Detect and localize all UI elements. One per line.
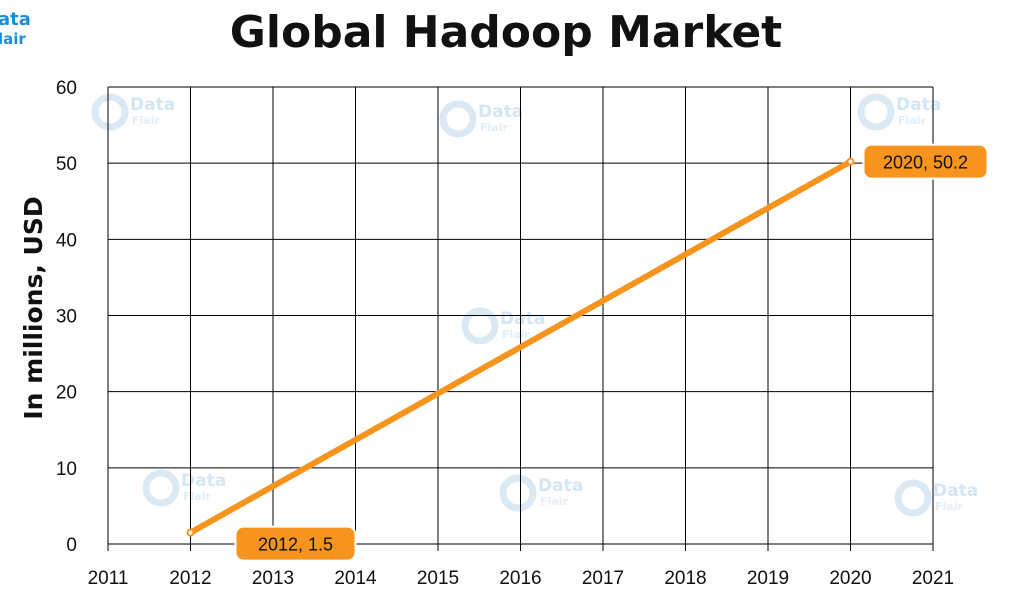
logo-text-line2: lair bbox=[0, 30, 26, 48]
watermark-text-line1: Data bbox=[538, 476, 583, 496]
watermark-logo-icon bbox=[857, 93, 895, 131]
watermark-text-line2: Flair bbox=[183, 490, 211, 503]
series-line bbox=[187, 158, 854, 536]
data-point bbox=[846, 157, 855, 166]
y-tick-label: 40 bbox=[56, 230, 77, 251]
y-tick-label: 20 bbox=[56, 383, 77, 404]
data-label-box bbox=[234, 525, 357, 562]
watermark-text-line1: Data bbox=[478, 102, 523, 122]
watermark-text-line1: Data bbox=[181, 471, 226, 491]
y-axis-label: In millions, USD bbox=[19, 196, 48, 419]
watermark-text-line2: Flair bbox=[935, 500, 963, 513]
x-tick-label: 2020 bbox=[829, 568, 871, 589]
watermark-text-line2: Flair bbox=[540, 495, 568, 508]
watermark-logo-icon bbox=[461, 307, 499, 345]
y-tick-label: 0 bbox=[66, 535, 77, 556]
watermark-text-line2: Flair bbox=[480, 121, 508, 134]
data-label-text: 2012, 1.5 bbox=[258, 535, 333, 555]
series bbox=[186, 157, 855, 537]
y-tick-label: 60 bbox=[56, 78, 77, 99]
watermark-logo-icon bbox=[439, 100, 477, 138]
watermark-logo-icon bbox=[499, 474, 537, 512]
x-tick-label: 2013 bbox=[252, 568, 294, 589]
x-tick-label: 2012 bbox=[169, 568, 211, 589]
y-tick-label: 30 bbox=[56, 307, 77, 328]
x-tick-label: 2017 bbox=[582, 568, 624, 589]
watermark-text-line1: Data bbox=[933, 481, 978, 501]
grid bbox=[107, 86, 934, 551]
x-tick-label: 2011 bbox=[88, 568, 129, 589]
data-label-text: 2020, 50.2 bbox=[883, 153, 968, 173]
x-tick-label: 2016 bbox=[499, 568, 541, 589]
x-tick-label: 2014 bbox=[334, 568, 377, 589]
data-label-0: 2012, 1.5 bbox=[234, 525, 357, 562]
watermark-logo-icon bbox=[142, 469, 180, 507]
watermark-text-line2: Flair bbox=[132, 114, 160, 127]
watermark-text-line1: Data bbox=[896, 95, 941, 115]
y-tick-label: 10 bbox=[56, 459, 77, 480]
x-tick-label: 2019 bbox=[747, 568, 789, 589]
watermark-text-line2: Flair bbox=[502, 328, 530, 341]
data-label-box bbox=[862, 143, 989, 180]
x-tick-label: 2021 bbox=[912, 568, 954, 589]
dataflair-logo: ata lair bbox=[0, 9, 31, 48]
y-tick-label: 50 bbox=[56, 154, 77, 175]
y-tick-labels: 0 10 20 30 40 50 60 bbox=[56, 78, 77, 556]
x-tick-label: 2018 bbox=[664, 568, 706, 589]
watermark-text-line1: Data bbox=[130, 95, 175, 115]
watermark-text-line1: Data bbox=[500, 309, 545, 329]
watermark-text-line2: Flair bbox=[898, 114, 926, 127]
annotations: 2012, 1.5 2020, 50.2 bbox=[234, 143, 989, 562]
logo-text-line1: ata bbox=[0, 9, 31, 30]
data-label-1: 2020, 50.2 bbox=[862, 143, 989, 180]
x-tick-label: 2015 bbox=[417, 568, 459, 589]
watermark-logo-icon bbox=[894, 479, 932, 517]
x-tick-labels: 2011 2012 2013 2014 2015 2016 2017 2018 2019 2020… bbox=[88, 568, 955, 589]
chart-title: Global Hadoop Market bbox=[230, 7, 782, 58]
data-point bbox=[186, 528, 195, 537]
watermark-logo-icon bbox=[91, 93, 129, 131]
